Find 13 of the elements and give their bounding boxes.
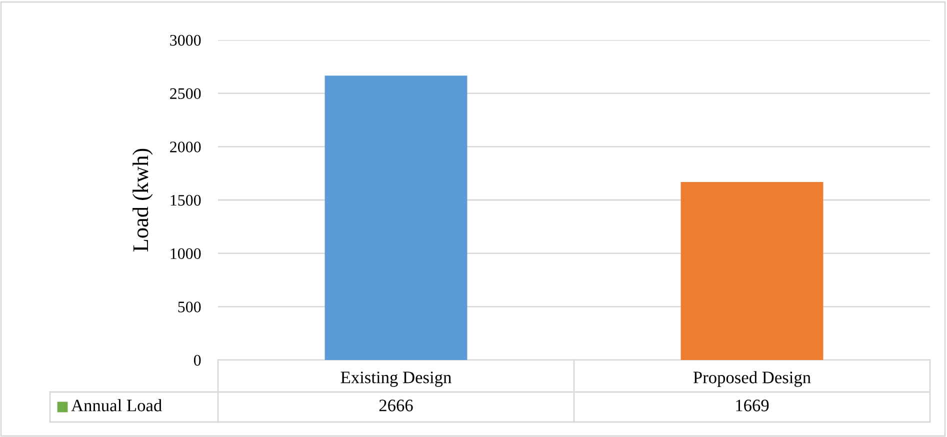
data-label: 2666 (379, 400, 413, 412)
y-tick-label: 1000 (170, 248, 201, 260)
text: Annual Load (71, 399, 162, 412)
y-tick-label: 500 (178, 302, 201, 312)
y-axis-title: Load (kwh) (132, 148, 153, 252)
data-label: 1669 (736, 400, 769, 412)
y-tick-label: 2000 (170, 142, 201, 152)
y-tick-label: 0 (194, 354, 201, 366)
x-tick-label: Existing Design (340, 372, 452, 387)
x-tick-label: Proposed Design (693, 371, 811, 387)
y-tick-label: 1500 (170, 194, 201, 206)
y-tick-label: 3000 (170, 34, 201, 46)
y-tick-label: 2500 (170, 88, 201, 100)
